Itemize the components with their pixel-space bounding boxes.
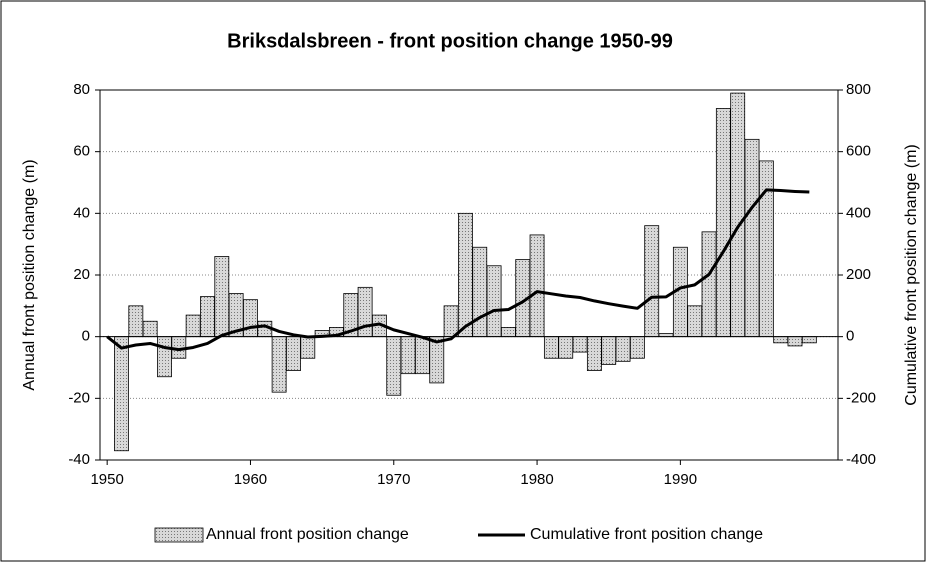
y2-tick-label: 0 — [846, 328, 854, 345]
bar — [286, 336, 301, 371]
bar — [629, 336, 645, 359]
plot-border — [99, 89, 839, 461]
chart-title: Briksdalsbreen - front position change 1… — [227, 30, 673, 52]
bar — [429, 336, 445, 384]
bar — [243, 299, 258, 338]
y2-tick-label: 800 — [846, 81, 871, 98]
bar — [415, 336, 430, 375]
bar — [730, 92, 746, 338]
x-tick-label: 1960 — [234, 471, 267, 488]
bar — [615, 336, 631, 362]
y-tick-label: -40 — [68, 451, 90, 468]
bar — [744, 138, 760, 338]
bar — [586, 336, 602, 371]
bar — [185, 314, 201, 338]
bar — [687, 305, 703, 338]
legend-label: Cumulative front position change — [530, 526, 763, 543]
bar — [787, 336, 803, 347]
cumulative-line — [106, 188, 810, 352]
bar — [443, 305, 459, 338]
x-tick-label: 1970 — [377, 471, 410, 488]
bar — [400, 336, 416, 375]
y2-tick-label: -200 — [846, 389, 876, 406]
legend-label: Annual front position change — [206, 526, 409, 543]
x-tick-label: 1990 — [664, 471, 697, 488]
bar — [500, 327, 516, 338]
bar — [801, 336, 817, 344]
bar — [300, 336, 316, 359]
bar — [558, 336, 574, 359]
y-tick-label: 40 — [73, 204, 90, 221]
y2-tick-label: 600 — [846, 143, 871, 160]
y2-tick-label: 400 — [846, 204, 871, 221]
y-tick-label: -20 — [68, 389, 90, 406]
bar — [214, 256, 230, 338]
bar — [271, 336, 287, 393]
bar — [486, 265, 502, 338]
bar — [142, 320, 158, 338]
bar — [758, 160, 774, 338]
y-axis-label: Annual front position change (m) — [21, 159, 38, 390]
bar — [701, 231, 717, 338]
bar — [128, 305, 144, 338]
x-tick-label: 1980 — [520, 471, 553, 488]
y-tick-label: 60 — [73, 143, 90, 160]
y-tick-label: 20 — [73, 266, 90, 283]
bar — [601, 336, 617, 365]
bar — [572, 336, 588, 353]
y-tick-label: 0 — [82, 328, 90, 345]
bar — [715, 108, 731, 338]
bar — [529, 234, 545, 338]
y2-tick-label: 200 — [846, 266, 871, 283]
bar — [114, 336, 129, 452]
bar — [386, 336, 402, 396]
legend-swatch — [154, 527, 204, 543]
y-tick-label: 80 — [73, 81, 90, 98]
y2-axis-label: Cumulative front position change (m) — [903, 144, 920, 405]
bar — [200, 296, 215, 338]
bar — [472, 246, 488, 338]
bar — [773, 336, 789, 344]
x-tick-label: 1950 — [90, 471, 123, 488]
y2-tick-label: -400 — [846, 451, 876, 468]
bar — [644, 225, 660, 338]
bar — [157, 336, 172, 378]
bar — [543, 336, 559, 359]
bar — [457, 212, 473, 338]
